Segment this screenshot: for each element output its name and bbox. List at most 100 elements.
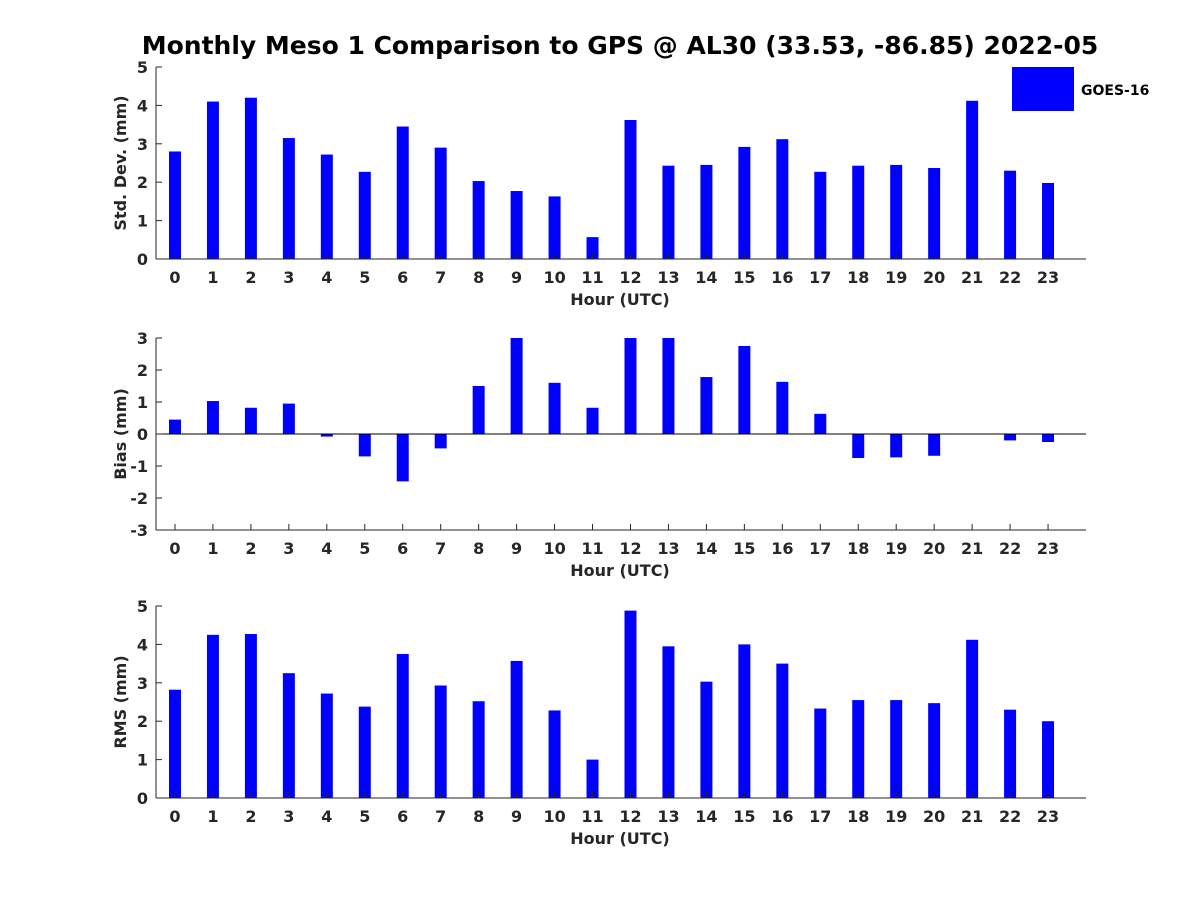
bias-ytick-label: 2 <box>137 361 148 380</box>
rms-xtick-label: 0 <box>169 807 180 826</box>
rms-xtick-label: 20 <box>923 807 945 826</box>
bias-bar-4 <box>320 434 333 437</box>
std-bar-19 <box>890 164 903 259</box>
rms-bar-1 <box>206 634 219 798</box>
std-xtick-label: 2 <box>245 268 256 287</box>
bias-bar-16 <box>776 381 789 434</box>
rms-xtick-label: 11 <box>581 807 603 826</box>
rms-ytick-label: 1 <box>137 751 148 770</box>
rms-xtick-label: 9 <box>511 807 522 826</box>
rms-bar-21 <box>966 639 979 798</box>
rms-bar-5 <box>358 706 371 798</box>
legend-swatch <box>1012 67 1074 111</box>
bias-xtick-label: 5 <box>359 539 370 558</box>
rms-ytick-label: 2 <box>137 712 148 731</box>
bias-xtick-label: 14 <box>695 539 717 558</box>
std-xtick-label: 16 <box>771 268 793 287</box>
rms-bar-0 <box>168 689 181 798</box>
bias-xtick-label: 9 <box>511 539 522 558</box>
std-xtick-label: 11 <box>581 268 603 287</box>
std-bar-18 <box>852 165 865 259</box>
bias-bar-5 <box>358 434 371 457</box>
rms-xtick-label: 5 <box>359 807 370 826</box>
bias-bar-18 <box>852 434 865 458</box>
rms-ytick-label: 4 <box>137 635 148 654</box>
std-xtick-label: 12 <box>619 268 641 287</box>
rms-xtick-label: 21 <box>961 807 983 826</box>
bias-xtick-label: 20 <box>923 539 945 558</box>
bias-ytick-label: -3 <box>130 521 148 540</box>
std-bar-7 <box>434 147 447 259</box>
rms-bar-14 <box>700 681 713 798</box>
rms-bar-9 <box>510 660 523 798</box>
std-bar-0 <box>168 151 181 259</box>
rms-xtick-label: 6 <box>397 807 408 826</box>
bias-ytick-label: -2 <box>130 489 148 508</box>
bias-bar-6 <box>396 434 409 482</box>
std-ytick-label: 2 <box>137 173 148 192</box>
bias-xtick-label: 23 <box>1037 539 1059 558</box>
std-xlabel: Hour (UTC) <box>570 290 670 309</box>
std-xtick-label: 5 <box>359 268 370 287</box>
std-bar-2 <box>244 97 257 259</box>
std-ytick-label: 3 <box>137 135 148 154</box>
bias-xtick-label: 13 <box>657 539 679 558</box>
bias-bar-3 <box>282 403 295 434</box>
bias-xtick-label: 0 <box>169 539 180 558</box>
bias-xtick-label: 7 <box>435 539 446 558</box>
bias-bar-22 <box>1004 434 1017 441</box>
bias-xtick-label: 15 <box>733 539 755 558</box>
legend-label: GOES-16 <box>1081 83 1149 99</box>
rms-bar-6 <box>396 654 409 798</box>
std-ytick-label: 1 <box>137 212 148 231</box>
rms-xtick-label: 23 <box>1037 807 1059 826</box>
rms-bar-15 <box>738 644 751 798</box>
rms-xtick-label: 4 <box>321 807 332 826</box>
rms-bar-7 <box>434 685 447 798</box>
bias-bar-17 <box>814 413 827 434</box>
std-bar-15 <box>738 146 751 259</box>
std-bar-20 <box>928 167 941 259</box>
std-bar-17 <box>814 171 827 259</box>
std-bar-8 <box>472 181 485 259</box>
rms-xtick-label: 7 <box>435 807 446 826</box>
std-bar-3 <box>282 138 295 259</box>
bias-bar-15 <box>738 346 751 434</box>
std-bar-13 <box>662 165 675 259</box>
bias-xtick-label: 1 <box>207 539 218 558</box>
rms-xtick-label: 17 <box>809 807 831 826</box>
bias-bar-1 <box>206 401 219 434</box>
bias-bar-12 <box>624 338 637 434</box>
rms-ytick-label: 0 <box>137 789 148 808</box>
std-bar-6 <box>396 126 409 260</box>
bias-bar-20 <box>928 434 941 456</box>
rms-xtick-label: 8 <box>473 807 484 826</box>
bias-bar-10 <box>548 382 561 434</box>
rms-bar-2 <box>244 634 257 798</box>
rms-bar-16 <box>776 663 789 798</box>
std-xtick-label: 22 <box>999 268 1021 287</box>
rms-ytick-label: 3 <box>137 674 148 693</box>
bias-xtick-label: 3 <box>283 539 294 558</box>
bias-ytick-label: 3 <box>137 329 148 348</box>
rms-xlabel: Hour (UTC) <box>570 829 670 848</box>
bias-bar-8 <box>472 386 485 434</box>
bias-xtick-label: 21 <box>961 539 983 558</box>
std-bar-21 <box>966 100 979 259</box>
rms-bar-13 <box>662 646 675 798</box>
bias-bar-9 <box>510 338 523 434</box>
std-xtick-label: 10 <box>543 268 565 287</box>
std-bar-12 <box>624 119 637 260</box>
rms-xtick-label: 1 <box>207 807 218 826</box>
rms-bar-20 <box>928 703 941 798</box>
std-bar-14 <box>700 164 713 259</box>
rms-bar-23 <box>1042 721 1055 798</box>
rms-bar-10 <box>548 710 561 798</box>
bias-xtick-label: 22 <box>999 539 1021 558</box>
std-bar-11 <box>586 237 599 259</box>
std-xtick-label: 14 <box>695 268 717 287</box>
rms-xtick-label: 3 <box>283 807 294 826</box>
